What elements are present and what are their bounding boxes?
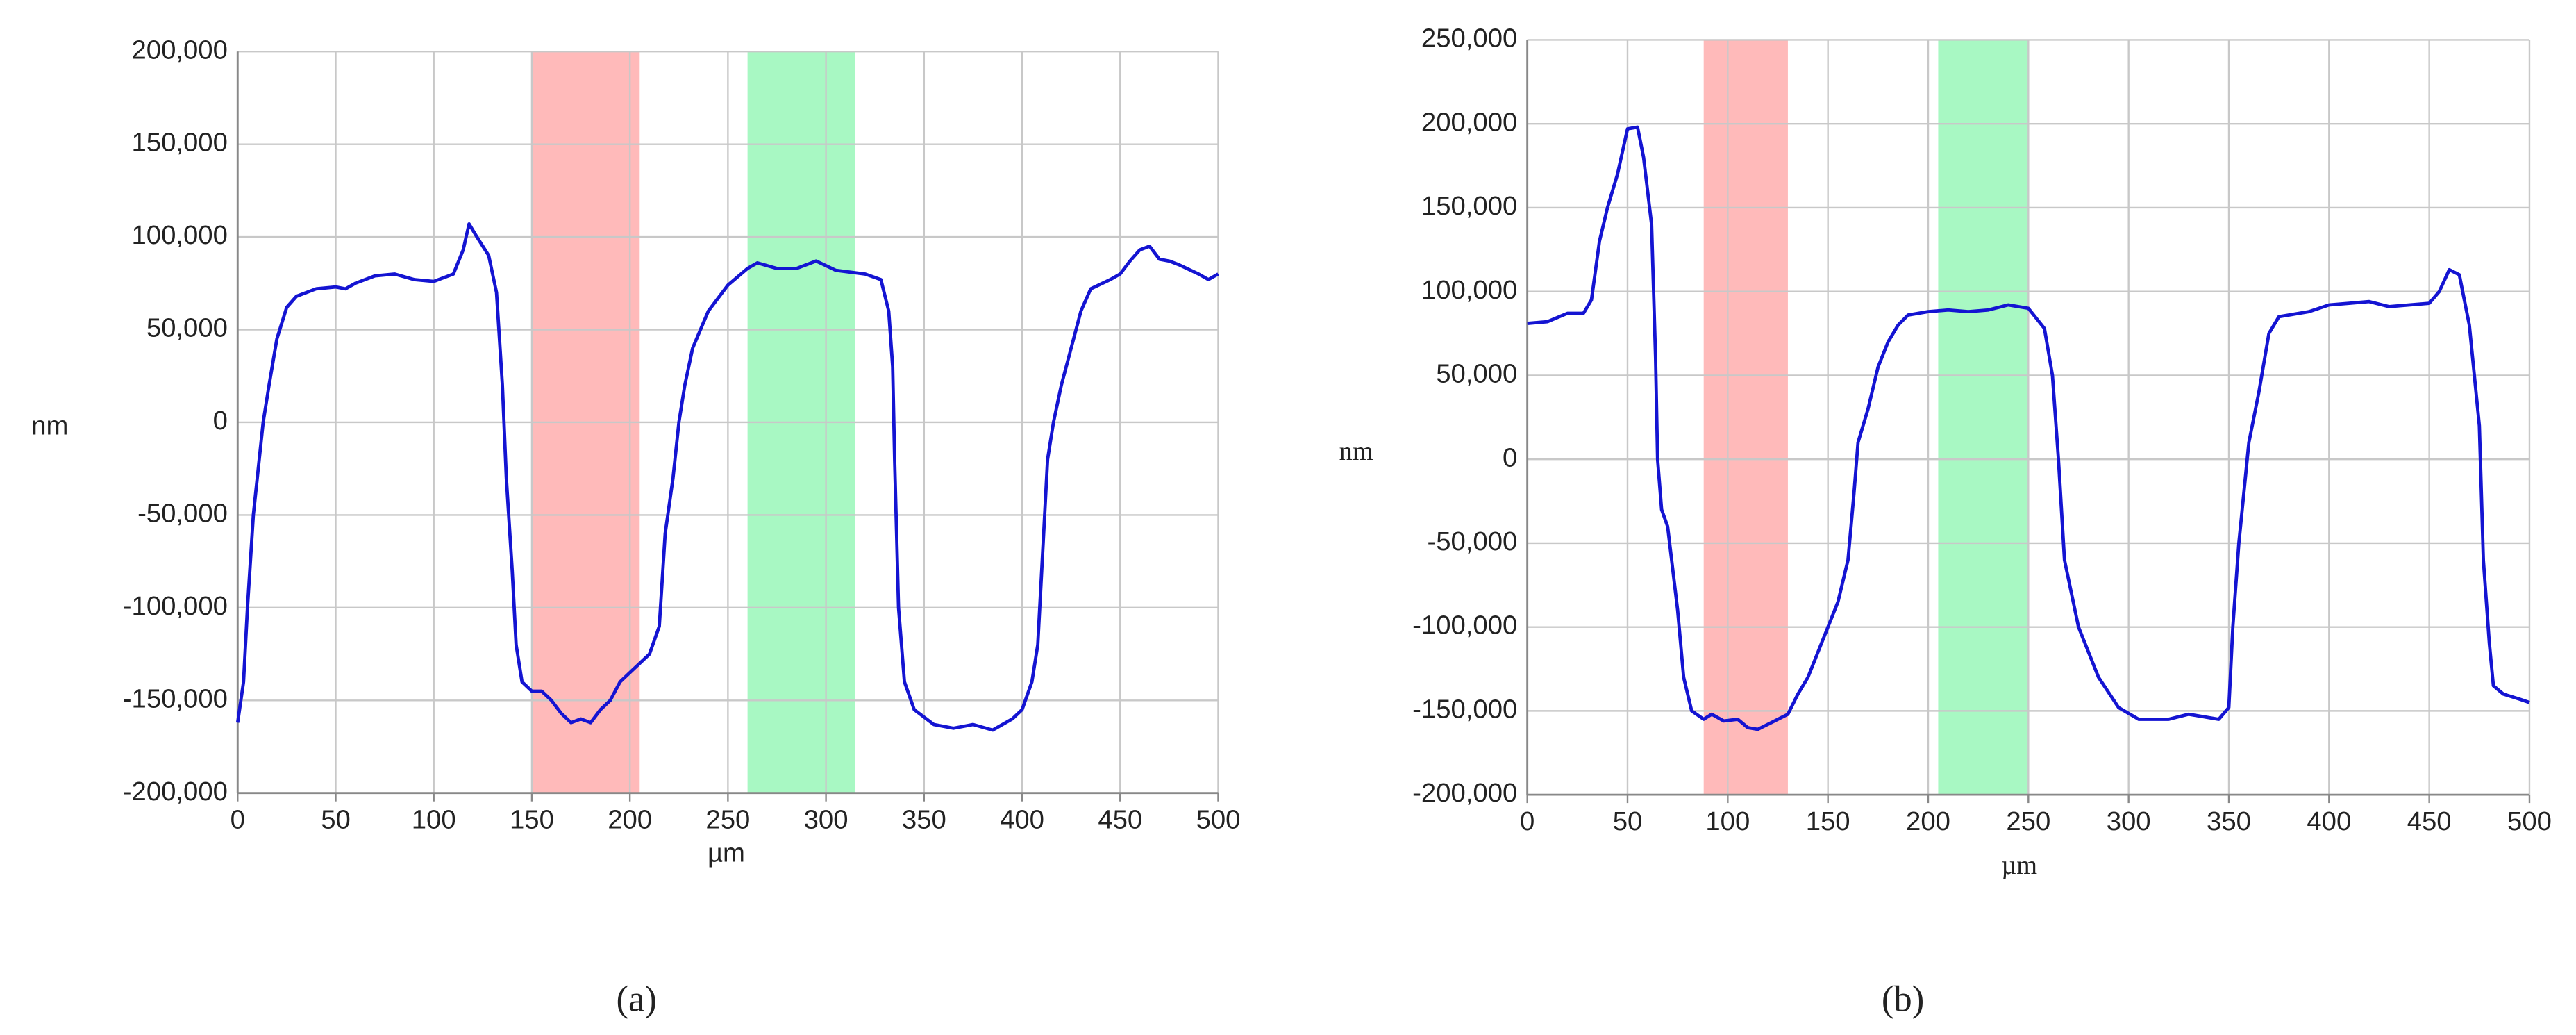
highlight-band	[1938, 40, 2029, 795]
x-tick-label: 200	[1906, 806, 1950, 836]
x-axis-label: µm	[708, 838, 745, 868]
y-tick-label: 50,000	[1436, 359, 1517, 389]
y-tick-label: -100,000	[123, 591, 228, 621]
y-tick-label: 200,000	[1421, 107, 1517, 137]
y-tick-label: 200,000	[132, 35, 228, 65]
x-tick-label: 100	[412, 805, 456, 835]
y-tick-label: 150,000	[1421, 191, 1517, 221]
caption: (b)	[1882, 979, 1924, 1019]
y-tick-label: 250,000	[1421, 24, 1517, 53]
x-tick-label: 150	[1806, 806, 1850, 836]
profile-line	[235, 222, 1219, 732]
x-tick-label: 50	[321, 805, 351, 835]
x-tick-label: 150	[510, 805, 554, 835]
profile-line	[1527, 125, 2530, 731]
x-tick-label: 500	[2507, 806, 2552, 836]
x-axis-label: µm	[2001, 851, 2037, 880]
y-tick-label: -100,000	[1412, 611, 1517, 640]
x-tick-label: 0	[1520, 806, 1534, 836]
y-tick-label: 0	[213, 406, 228, 436]
x-tick-label: 250	[2006, 806, 2050, 836]
x-tick-label: 400	[2307, 806, 2351, 836]
y-tick-label: -150,000	[123, 684, 228, 713]
x-tick-label: 450	[2407, 806, 2452, 836]
x-tick-label: 250	[705, 805, 750, 835]
x-tick-label: 450	[1098, 805, 1142, 835]
x-tick-label: 0	[231, 805, 245, 835]
y-tick-label: -50,000	[1427, 527, 1517, 556]
caption: (a)	[617, 979, 657, 1019]
y-tick-label: -200,000	[1412, 778, 1517, 808]
x-tick-label: 50	[1613, 806, 1643, 836]
x-tick-label: 300	[804, 805, 848, 835]
x-tick-label: 200	[608, 805, 652, 835]
x-tick-label: 400	[1000, 805, 1044, 835]
x-tick-label: 350	[2207, 806, 2251, 836]
x-tick-label: 500	[1196, 805, 1241, 835]
y-tick-label: 50,000	[147, 313, 228, 343]
y-tick-label: -200,000	[123, 777, 228, 806]
y-axis-label: nm	[1339, 437, 1373, 466]
y-tick-label: -50,000	[137, 499, 228, 529]
highlight-band	[1703, 40, 1788, 795]
y-tick-label: 0	[1503, 442, 1517, 472]
y-tick-label: 100,000	[132, 220, 228, 250]
y-tick-label: 150,000	[132, 128, 228, 158]
x-tick-label: 300	[2107, 806, 2151, 836]
x-tick-label: 100	[1705, 806, 1750, 836]
y-tick-label: 100,000	[1421, 275, 1517, 305]
y-axis-label: nm	[31, 411, 68, 440]
y-tick-label: -150,000	[1412, 694, 1517, 724]
x-tick-label: 350	[902, 805, 946, 835]
